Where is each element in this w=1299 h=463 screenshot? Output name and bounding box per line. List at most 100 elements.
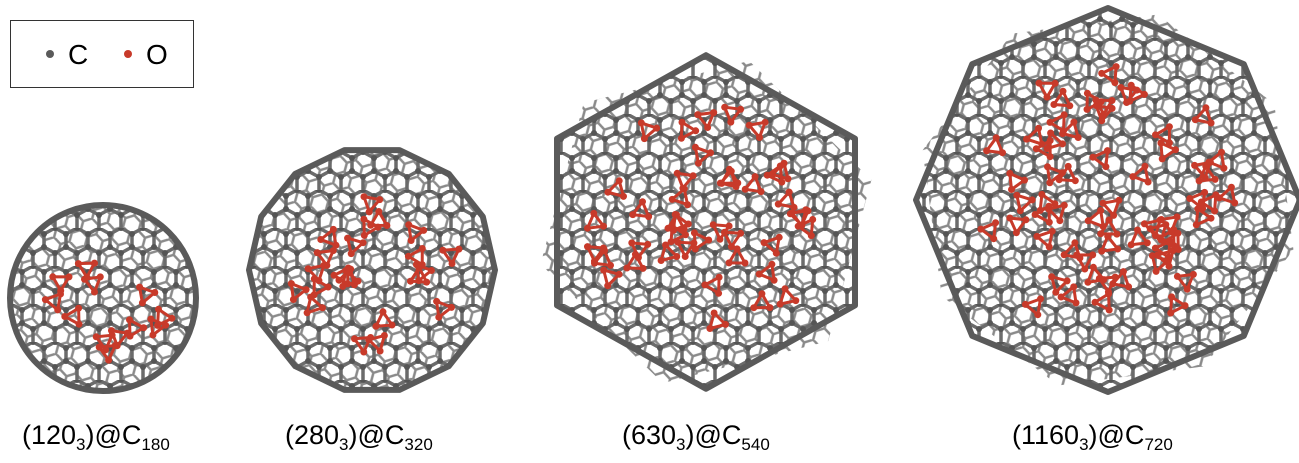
oxygen-atom bbox=[1159, 155, 1166, 162]
oxygen-atom bbox=[1186, 195, 1193, 202]
molecules bbox=[0, 0, 1299, 435]
oxygen-atom bbox=[1134, 227, 1141, 234]
oxygen-atom bbox=[653, 125, 660, 132]
oxygen-atom bbox=[629, 211, 636, 218]
legend-marker bbox=[46, 50, 54, 58]
oxygen-atom bbox=[1104, 147, 1111, 154]
legend-label: O bbox=[146, 39, 168, 70]
oxygen-atom bbox=[742, 186, 749, 193]
oxygen-atom bbox=[1111, 79, 1118, 86]
oxygen-atom bbox=[314, 249, 321, 256]
oxygen-atom bbox=[673, 253, 680, 260]
oxygen-atom bbox=[1034, 311, 1041, 318]
oxygen-atom bbox=[1218, 149, 1225, 156]
oxygen-atom bbox=[728, 243, 735, 250]
oxygen-atom bbox=[1198, 199, 1205, 206]
oxygen-atom bbox=[775, 201, 782, 208]
molecule bbox=[495, 11, 916, 432]
molecule bbox=[221, 119, 522, 420]
oxygen-atom bbox=[1049, 228, 1056, 235]
oxygen-atom bbox=[791, 204, 798, 211]
figure: CO (1203)@C180(2803)@C320(6303)@C540(116… bbox=[0, 0, 1299, 458]
cage-front bbox=[534, 50, 878, 394]
oxygen-atom bbox=[419, 245, 426, 252]
oxygen-atom bbox=[455, 246, 462, 253]
oxygen-atom bbox=[348, 250, 355, 257]
oxygen-atom bbox=[317, 236, 324, 243]
oxygen-atom bbox=[1104, 233, 1111, 240]
oxygen-atom bbox=[590, 210, 597, 217]
oxygen-atom bbox=[1032, 211, 1039, 218]
oxygen-atom bbox=[766, 304, 773, 311]
oxygen-atom bbox=[288, 280, 295, 287]
oxygen-atom bbox=[428, 267, 435, 274]
oxygen-atom bbox=[706, 325, 713, 332]
oxygen-atom bbox=[1174, 273, 1181, 280]
oxygen-atom bbox=[640, 265, 647, 272]
oxygen-atom bbox=[768, 261, 775, 268]
oxygen-atom bbox=[710, 109, 717, 116]
oxygen-atom bbox=[360, 349, 367, 356]
oxygen-atom bbox=[604, 189, 611, 196]
oxygen-atom bbox=[325, 284, 332, 291]
oxygen-atom bbox=[684, 201, 691, 208]
oxygen-atom bbox=[1084, 90, 1091, 97]
captions: (1203)@C180(2803)@C320(6303)@C540(11603)… bbox=[22, 420, 1173, 454]
oxygen-atom bbox=[691, 229, 698, 236]
oxygen-atom bbox=[1207, 159, 1214, 166]
oxygen-atom bbox=[1056, 217, 1063, 224]
oxygen-atom bbox=[1202, 174, 1209, 181]
caption-sub: 320 bbox=[404, 435, 432, 454]
oxygen-atom bbox=[718, 180, 725, 187]
oxygen-atom bbox=[1145, 179, 1152, 186]
oxygen-atom bbox=[721, 104, 728, 111]
oxygen-atom bbox=[1021, 177, 1028, 184]
oxygen-atom bbox=[792, 297, 799, 304]
oxygen-atom bbox=[168, 315, 175, 322]
oxygen-atom bbox=[658, 257, 665, 264]
oxygen-atom bbox=[1174, 230, 1181, 237]
oxygen-atom bbox=[1052, 289, 1059, 296]
oxygen-atom bbox=[96, 344, 103, 351]
oxygen-atom bbox=[1211, 208, 1218, 215]
oxygen-atom bbox=[155, 306, 162, 313]
oxygen-atom bbox=[1046, 179, 1053, 186]
oxygen-atom bbox=[1110, 212, 1117, 219]
oxygen-atom bbox=[742, 260, 749, 267]
oxygen-atom bbox=[83, 274, 90, 281]
oxygen-atom bbox=[682, 231, 689, 238]
oxygen-atom bbox=[716, 274, 723, 281]
oxygen-atom bbox=[1109, 280, 1116, 287]
oxygen-atom bbox=[990, 235, 997, 242]
page: {"legend": {"items": [{"label": "C", "co… bbox=[0, 0, 1299, 458]
oxygen-atom bbox=[305, 265, 312, 272]
caption-sub: 720 bbox=[1144, 435, 1172, 454]
oxygen-atom bbox=[1064, 277, 1071, 284]
oxygen-atom bbox=[1035, 125, 1042, 132]
oxygen-atom bbox=[584, 225, 591, 232]
oxygen-atom bbox=[1092, 299, 1099, 306]
oxygen-atom bbox=[1191, 162, 1198, 169]
oxygen-atom bbox=[448, 304, 455, 311]
oxygen-atom bbox=[320, 262, 327, 269]
oxygen-atom bbox=[136, 284, 143, 291]
oxygen-atom bbox=[1174, 213, 1181, 220]
oxygen-atom bbox=[1165, 254, 1172, 261]
oxygen-atom bbox=[331, 272, 338, 279]
oxygen-atom bbox=[449, 260, 456, 267]
oxygen-atom bbox=[1073, 252, 1080, 259]
oxygen-atom bbox=[433, 298, 440, 305]
oxygen-atom bbox=[1065, 163, 1072, 170]
oxygen-atom bbox=[1220, 165, 1227, 172]
oxygen-atom bbox=[1168, 293, 1175, 300]
caption-main: )@C bbox=[349, 420, 405, 450]
caption: (2803)@C320 bbox=[285, 420, 433, 454]
oxygen-atom bbox=[1084, 106, 1091, 113]
oxygen-atom bbox=[1192, 116, 1199, 123]
molecule bbox=[873, 0, 1299, 435]
oxygen-atom bbox=[1097, 207, 1104, 214]
oxygen-atom bbox=[1090, 264, 1097, 271]
oxygen-atom bbox=[290, 296, 297, 303]
caption-main: (120 bbox=[22, 420, 76, 450]
legend: CO bbox=[11, 21, 194, 88]
